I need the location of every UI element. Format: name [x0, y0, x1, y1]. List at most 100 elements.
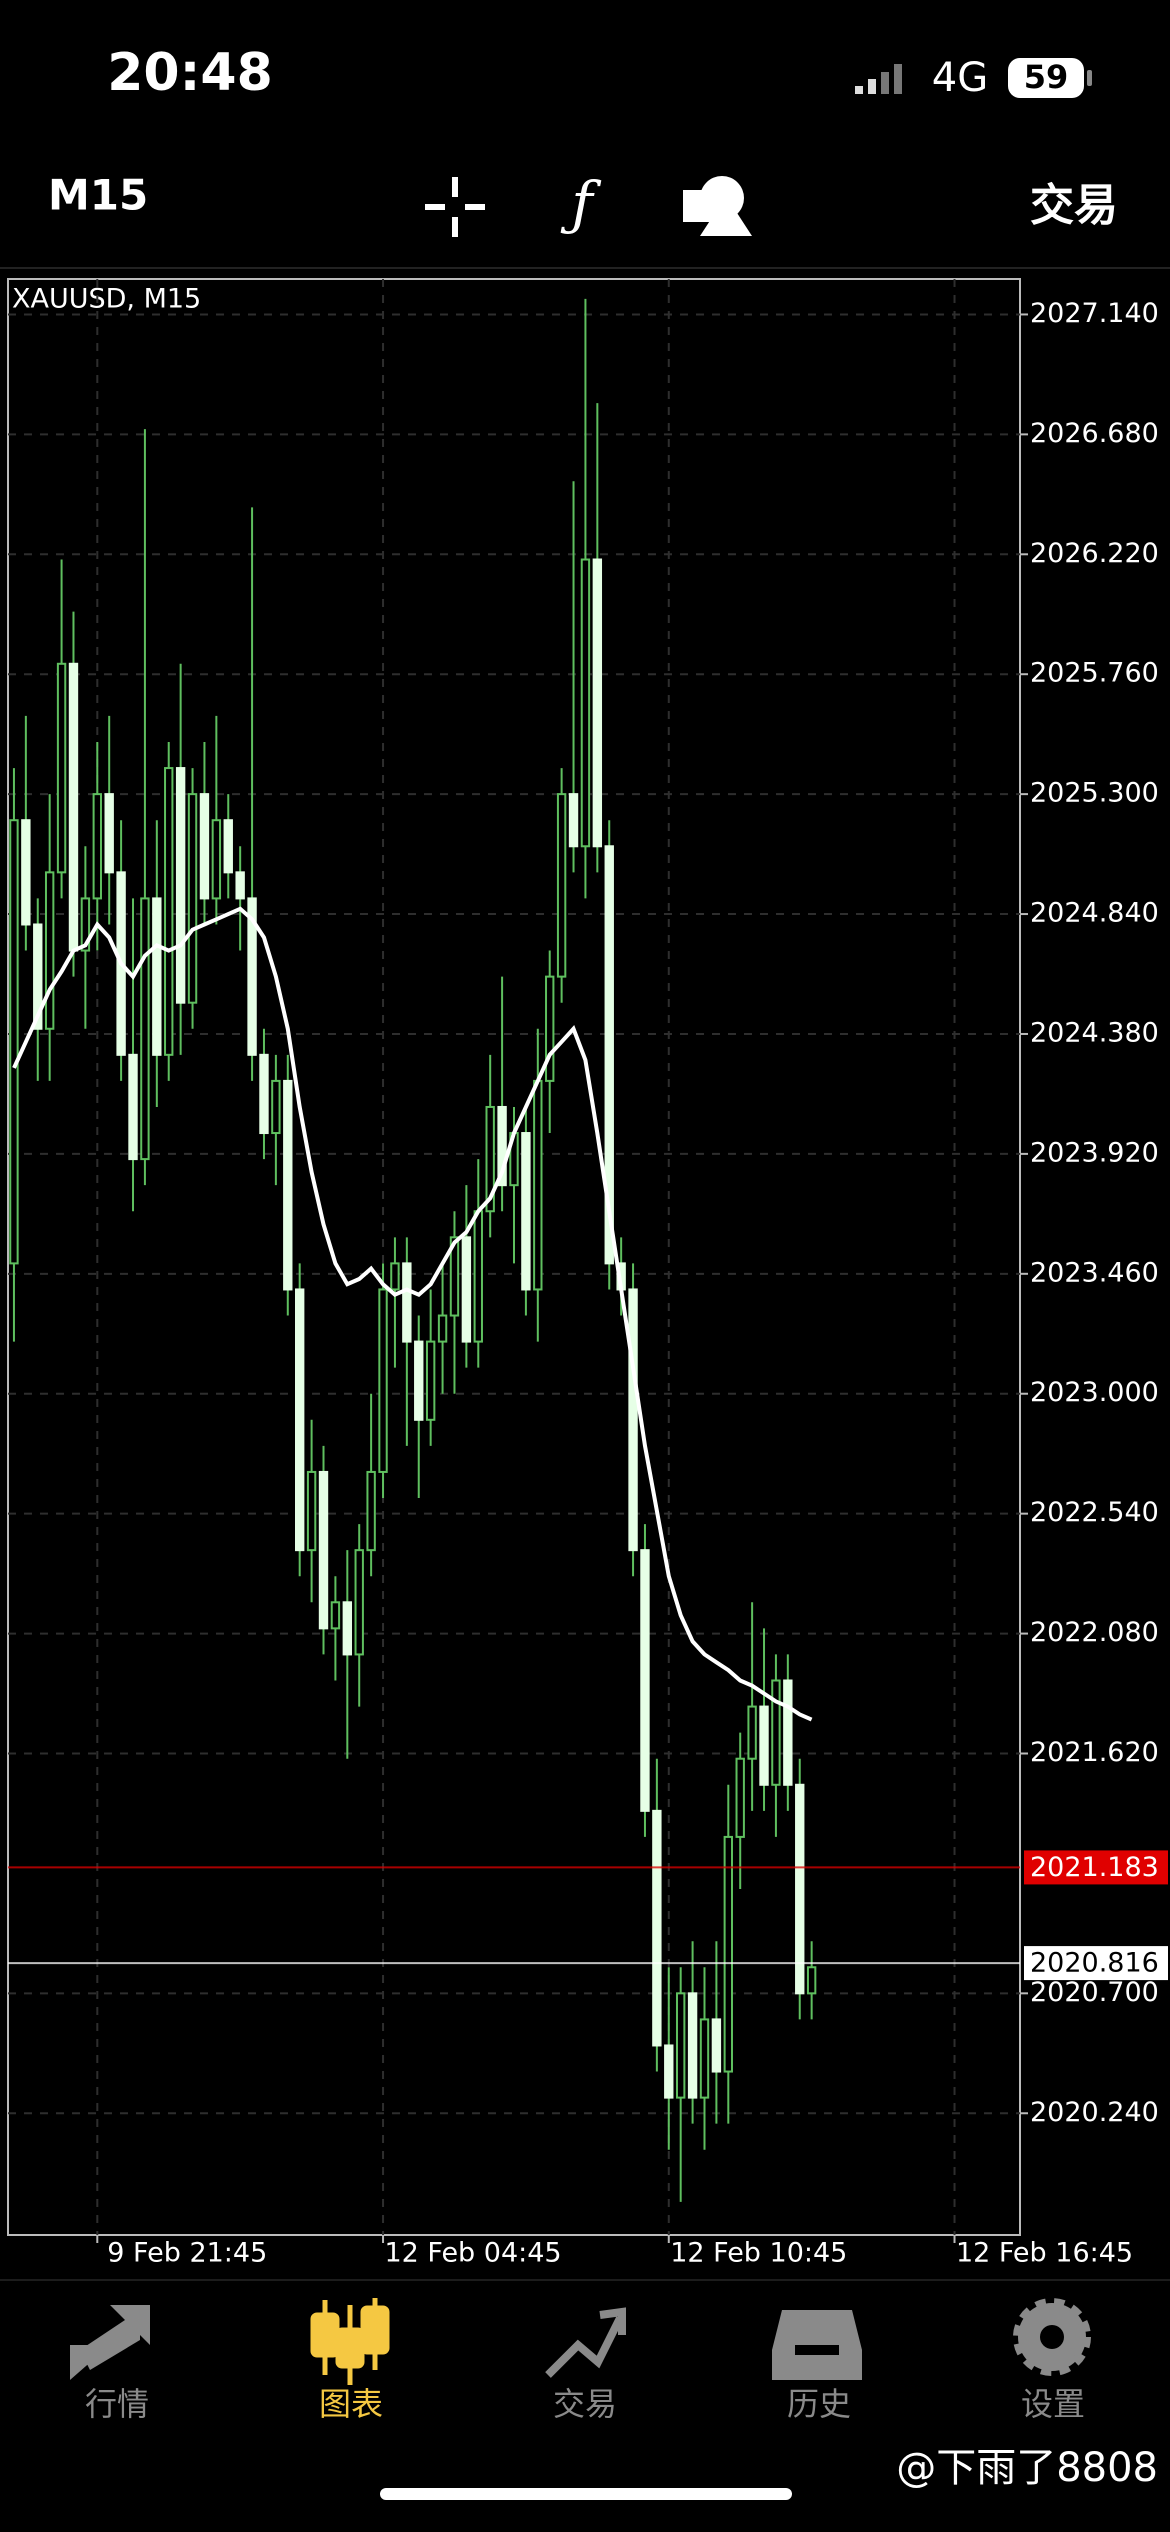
candle-body [187, 793, 198, 1004]
candle-body [68, 662, 79, 952]
tab-label[interactable]: 图表 [319, 2385, 383, 2423]
candle-body [687, 1992, 698, 2099]
candle-body [747, 1705, 757, 1760]
battery-icon [1008, 58, 1084, 98]
trade-button[interactable]: 交易 [1030, 180, 1118, 231]
chart-title: XAUUSD, M15 [12, 284, 201, 315]
candle-body [199, 793, 210, 900]
candle-body [425, 1340, 436, 1421]
y-tick-label: 2025.760 [1030, 658, 1159, 689]
x-tick-label: 12 Feb 16:45 [956, 2238, 1133, 2269]
tabs: 行情 图表 交易 历史 设置 [85, 2385, 1085, 2423]
y-tick-label: 2023.460 [1030, 1257, 1159, 1288]
y-tick-label: 2023.000 [1030, 1377, 1159, 1408]
candle-body [402, 1262, 412, 1343]
home-indicator [380, 2488, 792, 2500]
candle-body [497, 1105, 507, 1187]
candle-body [806, 1966, 817, 1995]
candle-body [104, 793, 114, 874]
candle-body [128, 1053, 138, 1161]
candle-body [330, 1601, 341, 1630]
tab-label[interactable]: 交易 [553, 2385, 617, 2423]
candle-body [318, 1470, 329, 1630]
candle-body [164, 767, 174, 1056]
x-tick-label: 12 Feb 04:45 [384, 2238, 561, 2269]
candle-body [247, 897, 257, 1056]
candle-body [140, 897, 150, 1161]
history-icon [772, 2310, 862, 2380]
candle-body [545, 975, 555, 1082]
y-tick-label: 2026.680 [1030, 418, 1159, 449]
tab-label[interactable]: 历史 [787, 2385, 851, 2423]
plot: 2021.183 2020.816 [8, 298, 1168, 2202]
candle-body [80, 897, 91, 952]
trade-icon [545, 2307, 626, 2378]
y-tick-label: 2024.840 [1030, 898, 1159, 929]
y-tick-label: 2027.140 [1030, 298, 1159, 329]
candle-body [390, 1262, 400, 1291]
clock: 20:48 [107, 43, 273, 103]
candle-body [664, 2044, 674, 2099]
tab-icons [70, 2298, 1091, 2385]
candle-body [21, 819, 31, 926]
chart-frame [7, 278, 1021, 2236]
candle-body [9, 819, 19, 1265]
y-tick-label: 2022.080 [1030, 1617, 1159, 1648]
y-tick-label: 2024.380 [1030, 1017, 1159, 1048]
y-tick-label: 2020.700 [1030, 1977, 1159, 2008]
quotes-icon [70, 2305, 150, 2380]
candle-body [44, 871, 55, 1030]
candle-body [723, 1835, 733, 2073]
candle-body [604, 845, 614, 1265]
y-tick-label: 2025.300 [1030, 778, 1159, 809]
settings-icon [1013, 2298, 1091, 2376]
candle-body [628, 1288, 638, 1552]
candle-body [485, 1105, 495, 1213]
candle-body [711, 2018, 722, 2073]
candle-body [735, 1757, 745, 1838]
chart-icon [310, 2298, 390, 2385]
candle-body [271, 1079, 281, 1135]
tab-label[interactable]: 设置 [1021, 2385, 1085, 2423]
candle-body [223, 819, 233, 874]
y-tick-label: 2020.240 [1030, 2097, 1159, 2128]
x-tick-label: 9 Feb 21:45 [107, 2238, 267, 2269]
candle-body [675, 1992, 686, 2099]
candle-body [56, 662, 67, 874]
candle-body [366, 1470, 376, 1552]
candle-body [521, 1132, 531, 1291]
candle-body [449, 1236, 460, 1317]
candle-body [342, 1601, 353, 1656]
candle-body [795, 1783, 805, 1995]
price-label: 2021.183 [1030, 1852, 1159, 1883]
candle-body [783, 1679, 793, 1786]
tab-label[interactable]: 行情 [85, 2385, 149, 2423]
network: 4G [932, 55, 988, 101]
candle-body [699, 2018, 710, 2099]
candle-body [295, 1288, 305, 1552]
candle-body [33, 923, 43, 1030]
candle-body [461, 1236, 472, 1343]
candle-body [354, 1549, 364, 1656]
candle-body [640, 1549, 650, 1812]
candle-body [568, 793, 579, 848]
objects-button[interactable] [683, 176, 752, 236]
candle-body [211, 819, 222, 900]
candle-body [592, 558, 603, 848]
signal-icon [855, 64, 902, 94]
battery-level: 59 [1024, 58, 1069, 96]
timeframe-button[interactable]: M15 [48, 171, 148, 220]
candle-body [437, 1314, 448, 1343]
candle-body [235, 871, 245, 900]
crosshair-button[interactable] [425, 177, 485, 237]
candle-body [92, 793, 102, 900]
candle-body [378, 1288, 388, 1473]
candle-body [473, 1210, 483, 1343]
moving-average [12, 906, 813, 1722]
price-label: 2020.816 [1030, 1948, 1159, 1979]
candle-body [152, 897, 162, 1056]
price-label-box [1024, 1850, 1168, 1885]
candle-body [175, 767, 186, 1004]
